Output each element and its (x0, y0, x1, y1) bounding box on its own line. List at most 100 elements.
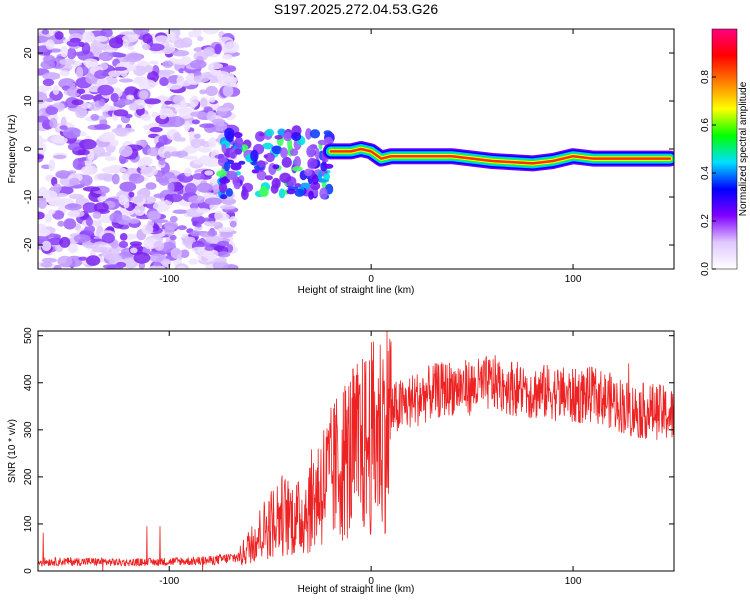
x-tick-label: 0 (368, 274, 374, 285)
heatmap-noise-blob (53, 183, 62, 193)
heatmap-noise-blob (191, 119, 200, 125)
heatmap-noise-blob (140, 113, 152, 121)
heatmap-noise-blob (128, 191, 135, 198)
heatmap-noise-blob (109, 212, 122, 223)
heatmap-noise-blob (170, 103, 182, 109)
heatmap-noise-blob (133, 29, 150, 36)
heatmap-noise-blob (38, 142, 47, 154)
heatmap-noise-blob (76, 66, 84, 79)
heatmap-noise-blob (120, 68, 128, 77)
heatmap-noise-blob (38, 228, 51, 237)
heatmap-noise-blob (229, 220, 237, 228)
heatmap-transition-blob (265, 128, 275, 137)
heatmap-noise-blob (200, 217, 217, 222)
heatmap-noise-blob (118, 78, 134, 83)
heatmap-noise-blob (145, 182, 157, 190)
heatmap-noise-blob (79, 139, 97, 150)
heatmap-noise-blob (92, 146, 106, 158)
heatmap-noise-blob (48, 159, 56, 172)
heatmap-noise-blob (48, 209, 56, 215)
heatmap-x-axis-label: Height of straight line (km) (298, 285, 415, 296)
colorbar-scale (712, 29, 737, 269)
heatmap-noise-blob (45, 106, 58, 115)
heatmap-noise-blob (41, 257, 58, 263)
heatmap-noise-blob (153, 240, 165, 251)
heatmap-noise-blob (66, 47, 77, 60)
colorbar-ticks: 0.0 0.2 0.4 0.6 0.8 (700, 70, 716, 276)
heatmap-noise-blob (67, 243, 79, 254)
heatmap-noise-blob (178, 107, 195, 119)
heatmap-noise-blob (80, 94, 95, 101)
heatmap-transition-blob (221, 143, 227, 154)
heatmap-noise-blob (158, 175, 170, 186)
heatmap-noise-blob (164, 112, 177, 117)
heatmap-noise-blob (139, 90, 149, 99)
heatmap-transition-blob (309, 129, 321, 139)
heatmap-noise-blob (151, 219, 168, 223)
heatmap-noise-blob (147, 43, 165, 52)
heatmap-transition-blob (304, 168, 313, 177)
heatmap-noise-blob (200, 98, 208, 108)
heatmap-noise-blob (51, 176, 58, 187)
heatmap-noise-blob (119, 233, 128, 241)
y-tick-label: 10 (23, 95, 34, 107)
heatmap-noise-blob (142, 33, 153, 44)
heatmap-noise-blob (133, 65, 147, 77)
heatmap-noise-blob (127, 46, 135, 51)
heatmap-y-ticks: -20 -10 0 10 20 (23, 47, 674, 252)
snr-frame (37, 330, 675, 572)
heatmap-noise-blob (136, 188, 151, 199)
heatmap-noise-blob (110, 92, 119, 103)
heatmap-transition-blob (319, 187, 328, 200)
heatmap-transition-blob (294, 188, 305, 197)
snr-series-line (38, 331, 674, 571)
y-tick-label: 0 (23, 146, 34, 152)
heatmap-noise-blob (193, 133, 201, 139)
heatmap-noise-blob (169, 215, 178, 223)
heatmap-transition-blob (289, 148, 299, 156)
heatmap-noise-blob (179, 100, 187, 111)
heatmap-signal-ridge (322, 141, 674, 172)
heatmap-noise-blob (62, 127, 81, 139)
heatmap-noise-blob (142, 43, 151, 51)
heatmap-noise-blob (222, 85, 234, 97)
y-tick-label: -10 (23, 189, 34, 204)
heatmap-transition-blob (226, 170, 238, 180)
heatmap-noise-blob (42, 78, 55, 87)
heatmap-noise-blob (59, 236, 71, 248)
heatmap-transition-blob (230, 162, 242, 171)
heatmap-noise-blob (81, 165, 98, 176)
heatmap-noise-blob (53, 264, 62, 269)
heatmap-noise-blob (94, 70, 108, 79)
heatmap-noise-blob (138, 79, 157, 90)
heatmap-noise-blob (202, 29, 220, 35)
heatmap-noise-blob (118, 145, 133, 157)
heatmap-noise-blob (183, 168, 192, 177)
heatmap-noise-blob (195, 223, 202, 228)
heatmap-noise-blob (153, 193, 167, 199)
heatmap-transition-blob (219, 177, 231, 184)
heatmap-transition-blob (224, 127, 235, 140)
heatmap-noise-blob (66, 86, 81, 98)
heatmap-noise-blob (81, 31, 95, 43)
heatmap-transition-blob (308, 190, 314, 200)
heatmap-noise-blob (188, 131, 195, 138)
heatmap-noise-blob (179, 43, 192, 48)
heatmap-noise-blob (190, 138, 203, 149)
heatmap-noise-blob (147, 147, 161, 157)
heatmap-noise-blob (149, 60, 159, 65)
heatmap-transition-blob (307, 157, 318, 169)
heatmap-noise-blob (172, 59, 189, 65)
heatmap-transition-blob (281, 156, 292, 168)
heatmap-noise-blob (38, 197, 46, 201)
heatmap-noise-blob (197, 36, 204, 42)
heatmap-noise-blob (140, 166, 158, 177)
heatmap-transition-blob (262, 142, 274, 150)
x-tick-label: -100 (159, 274, 179, 285)
heatmap-noise-blob (73, 234, 91, 243)
heatmap-noise-blob (69, 193, 84, 200)
heatmap-noise-blob (45, 97, 54, 103)
heatmap-noise-blob (98, 133, 115, 143)
heatmap-noise-blob (59, 58, 76, 66)
colorbar-tick-label: 0.4 (700, 166, 711, 180)
